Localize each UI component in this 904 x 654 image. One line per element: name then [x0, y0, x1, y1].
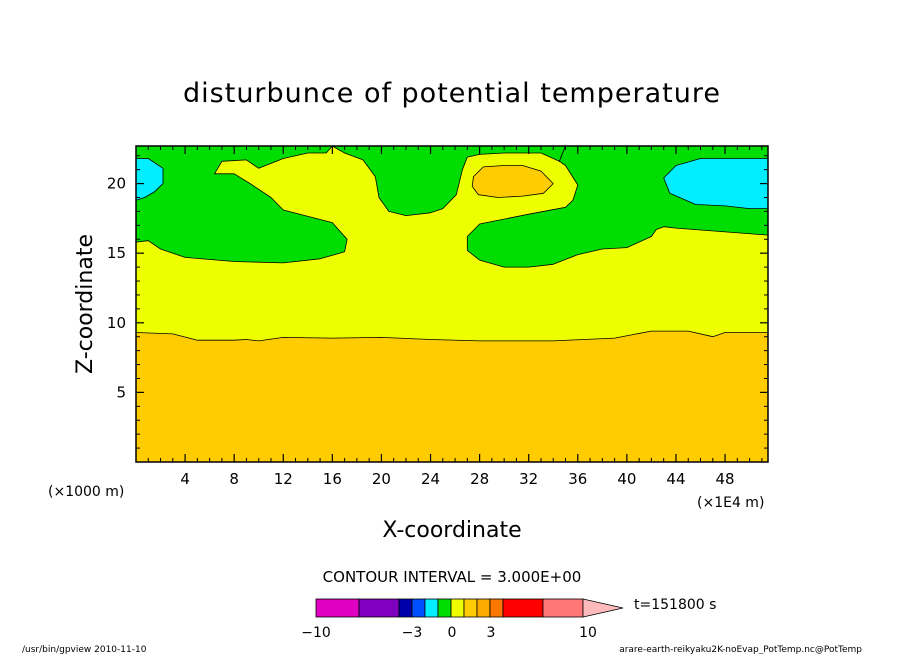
plot-frame	[135, 145, 769, 463]
x-tick-label: 4	[180, 470, 190, 488]
colorbar-segment	[450, 598, 465, 618]
colorbar-labels: −10 −3 0 3 10	[301, 625, 597, 641]
y-tick-label: 20	[107, 175, 126, 193]
y-axis-label: Z-coordinate	[73, 234, 98, 374]
colorbar-segment	[398, 598, 413, 618]
x-tick-label: 44	[666, 470, 685, 488]
contour-region-upper-left-cyan	[135, 158, 164, 201]
y-tick-label: 15	[107, 244, 126, 262]
colorbar-extension-arrow	[582, 598, 624, 618]
colorbar-segment	[358, 598, 400, 618]
time-label: t=151800 s	[634, 597, 716, 613]
x-axis-ticks: 4 8 12 16 20 24 28 32 36 40 44 48	[147, 146, 763, 488]
colorbar-segment	[502, 598, 544, 618]
x-tick-label: 36	[568, 470, 587, 488]
x-tick-label: 8	[229, 470, 239, 488]
x-unit-left: (×1000 m)	[48, 484, 124, 500]
colorbar-label: 10	[579, 625, 597, 641]
x-tick-label: 48	[716, 470, 735, 488]
colorbar-segment	[437, 598, 452, 618]
colorbar-segment	[476, 598, 491, 618]
x-axis-label: X-coordinate	[382, 518, 521, 543]
contour-regions	[135, 145, 769, 463]
colorbar-segment	[463, 598, 478, 618]
colorbar-segment	[411, 598, 426, 618]
footer-left: /usr/bin/gpview 2010-11-10	[22, 645, 147, 654]
x-tick-label: 20	[372, 470, 391, 488]
colorbar-segment	[542, 598, 584, 618]
x-tick-label: 24	[421, 470, 440, 488]
contour-region-center-green	[331, 145, 566, 217]
contour-interval-label: CONTOUR INTERVAL = 3.000E+00	[323, 568, 582, 586]
chart-title: disturbunce of potential temperature	[183, 78, 721, 109]
x-unit-right: (×1E4 m)	[697, 495, 764, 511]
y-tick-label: 10	[107, 314, 126, 332]
x-tick-label: 32	[519, 470, 538, 488]
colorbar-label: 3	[487, 625, 496, 641]
x-tick-label: 40	[617, 470, 636, 488]
contour-region-upper-mid-orange	[471, 165, 554, 198]
colorbar-label: −10	[301, 625, 331, 641]
contour-region-lower-orange	[135, 330, 769, 463]
colorbar-segment	[315, 598, 360, 618]
y-axis-ticks: 5 10 15 20	[107, 155, 768, 449]
x-tick-label: 28	[470, 470, 489, 488]
x-tick-label: 12	[274, 470, 293, 488]
colorbar	[315, 598, 624, 618]
contour-region-left-green	[135, 145, 348, 264]
contour-region-upper-right-cyan	[663, 158, 769, 210]
footer-right: arare-earth-reikyaku2K-noEvap_PotTemp.nc…	[619, 645, 862, 654]
y-tick-label: 5	[116, 383, 126, 401]
colorbar-segment	[424, 598, 439, 618]
colorbar-label: −3	[402, 625, 423, 641]
x-tick-label: 16	[323, 470, 342, 488]
colorbar-segment	[489, 598, 504, 618]
colorbar-label: 0	[448, 625, 457, 641]
